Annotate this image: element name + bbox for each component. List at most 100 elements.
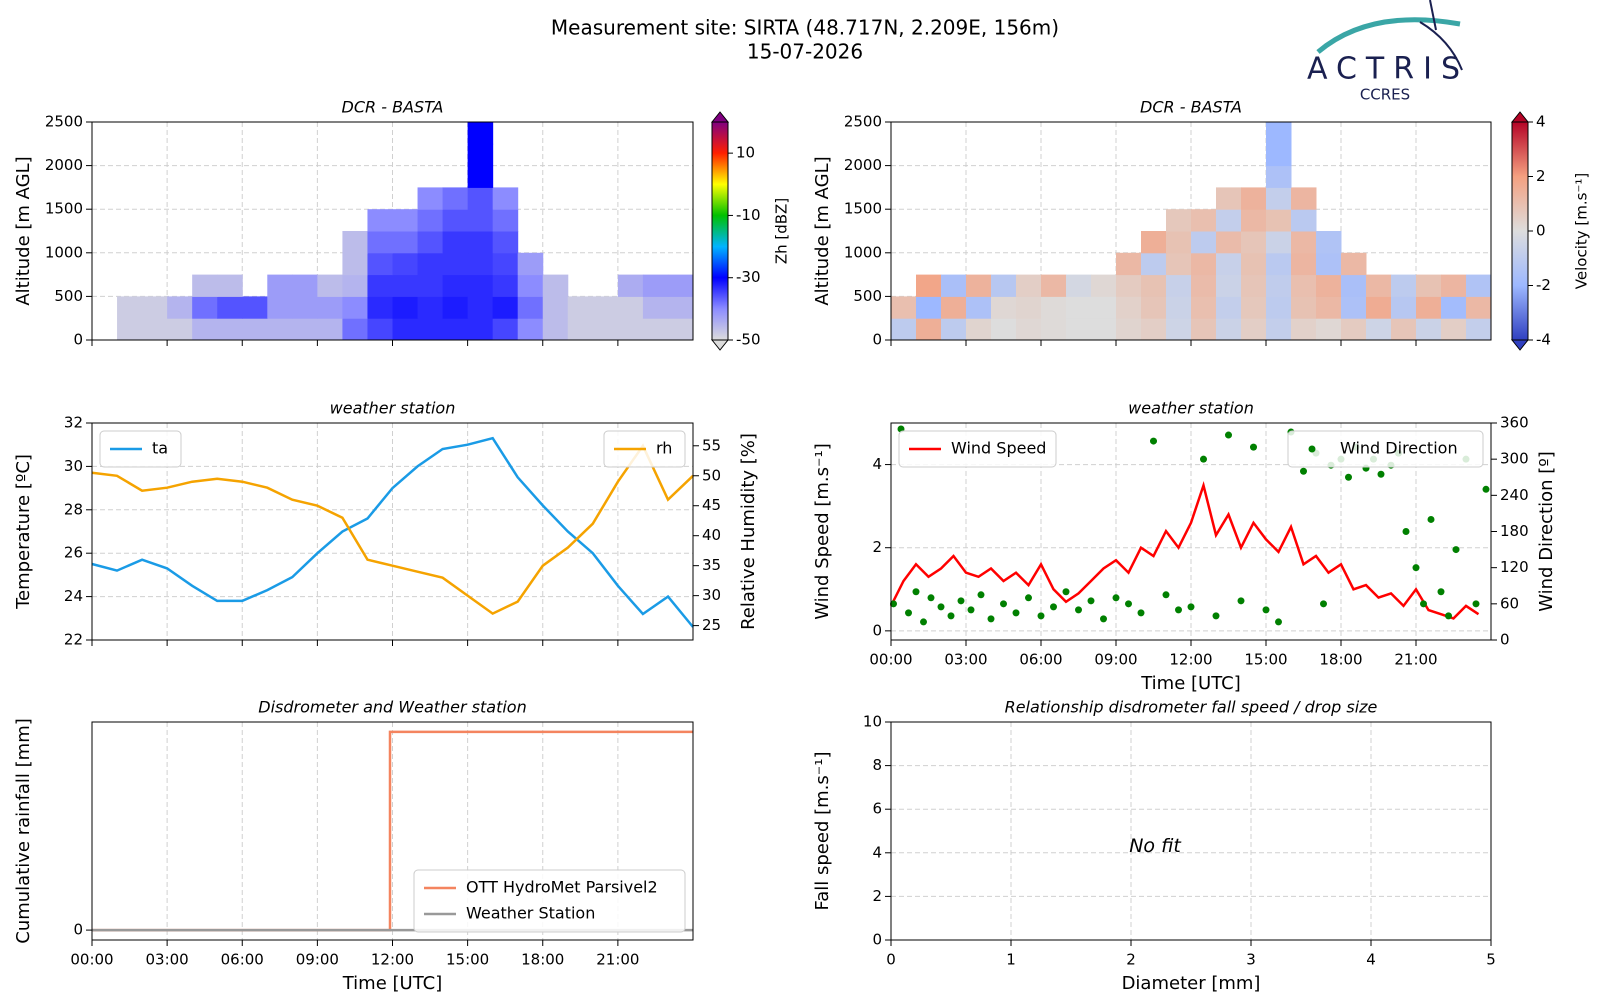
heat-cell bbox=[1291, 187, 1317, 210]
heat-cell bbox=[667, 296, 694, 319]
heat-cell bbox=[1166, 274, 1192, 297]
panel-title: DCR - BASTA bbox=[1140, 98, 1242, 117]
x-tick-label: 0 bbox=[886, 951, 896, 969]
heat-cell bbox=[1216, 318, 1242, 341]
heat-cell bbox=[242, 296, 268, 319]
plot-frame bbox=[890, 721, 1492, 941]
heat-cell bbox=[467, 165, 494, 188]
direction-point bbox=[1345, 473, 1352, 481]
heat-cell bbox=[317, 274, 343, 297]
heat-cell bbox=[1191, 231, 1217, 254]
direction-point bbox=[1250, 443, 1257, 451]
heat-cell bbox=[1416, 318, 1442, 341]
panel-title: DCR - BASTA bbox=[342, 98, 444, 117]
y-axis-label: Altitude [m AGL] bbox=[812, 156, 833, 305]
y-axis-label: Wind Speed [m.s⁻¹] bbox=[812, 443, 833, 620]
y-tick-label: 2000 bbox=[45, 156, 83, 174]
direction-point bbox=[905, 609, 912, 617]
direction-point bbox=[1200, 455, 1207, 463]
heat-cell bbox=[1191, 318, 1217, 341]
x-tick-label: 3 bbox=[1246, 951, 1256, 969]
heat-cell bbox=[267, 318, 293, 341]
heat-cell bbox=[167, 296, 193, 319]
heat-cell bbox=[367, 296, 393, 319]
figure-title: Measurement site: SIRTA (48.717N, 2.209E… bbox=[551, 16, 1059, 40]
direction-point bbox=[1050, 603, 1057, 611]
direction-point bbox=[957, 597, 965, 605]
x-tick-label: 18:00 bbox=[521, 951, 564, 969]
direction-point bbox=[1012, 609, 1020, 617]
heat-cell bbox=[1291, 209, 1317, 232]
x-tick-label: 21:00 bbox=[1394, 651, 1437, 669]
direction-point bbox=[987, 615, 995, 623]
legend-box bbox=[413, 869, 686, 933]
y-tick-label: 2 bbox=[872, 538, 882, 556]
heat-cell bbox=[1291, 296, 1317, 319]
heat-cell bbox=[367, 318, 393, 341]
heat-cell bbox=[417, 274, 444, 297]
heat-cell bbox=[1216, 187, 1242, 210]
heat-cell bbox=[1216, 252, 1242, 276]
plot-area bbox=[891, 722, 1491, 940]
colorbar-tick-label: -4 bbox=[1536, 331, 1551, 349]
heat-cell bbox=[1141, 274, 1167, 297]
heat-cell bbox=[317, 318, 343, 341]
x-tick-label: 03:00 bbox=[944, 651, 987, 669]
heat-cell bbox=[1341, 318, 1367, 341]
heat-cell bbox=[1391, 274, 1417, 297]
heat-cell bbox=[1441, 318, 1467, 341]
direction-point bbox=[1150, 437, 1157, 445]
heat-cell bbox=[442, 252, 469, 276]
y-axis-label: Temperature [ºC] bbox=[13, 454, 34, 610]
heat-cell bbox=[492, 274, 519, 297]
y2-axis-label: Wind Direction [º] bbox=[1536, 451, 1557, 612]
heat-cell bbox=[1266, 274, 1292, 297]
heat-cell bbox=[1266, 187, 1292, 210]
heat-cell bbox=[1266, 209, 1292, 232]
y-tick-label: 0 bbox=[872, 621, 882, 639]
heat-cell bbox=[1216, 296, 1242, 319]
heat-cell bbox=[966, 318, 992, 341]
heat-cell bbox=[1266, 318, 1292, 341]
colorbar-tick-label: -50 bbox=[736, 331, 761, 349]
direction-point bbox=[1427, 515, 1435, 523]
logo-subname: CCRES bbox=[1360, 86, 1410, 104]
heat-cell bbox=[367, 231, 393, 254]
direction-point bbox=[1087, 597, 1095, 605]
heat-cell bbox=[492, 296, 519, 319]
heat-cell bbox=[1466, 274, 1492, 297]
heat-cell bbox=[442, 187, 469, 210]
panel-title: weather station bbox=[1128, 399, 1254, 418]
heat-cell bbox=[1091, 274, 1117, 297]
heat-cell bbox=[417, 231, 444, 254]
heat-cell bbox=[467, 296, 494, 319]
heat-cell bbox=[1041, 274, 1067, 297]
legend-marker bbox=[1308, 445, 1316, 453]
heat-cell bbox=[1416, 296, 1442, 319]
direction-point bbox=[1412, 564, 1420, 572]
direction-point bbox=[912, 588, 920, 596]
y-tick-label: 2500 bbox=[45, 113, 83, 131]
heat-cell bbox=[1291, 231, 1317, 254]
heat-cell bbox=[567, 296, 594, 319]
direction-point bbox=[1062, 588, 1070, 596]
heat-cell bbox=[1316, 252, 1342, 276]
y-tick-label: 26 bbox=[64, 544, 83, 562]
heat-cell bbox=[242, 318, 268, 341]
x-tick-label: 12:00 bbox=[371, 951, 414, 969]
heat-cell bbox=[1041, 296, 1067, 319]
heat-cell bbox=[517, 274, 544, 297]
y-tick-label: 2 bbox=[872, 887, 882, 905]
heat-cell bbox=[1316, 318, 1342, 341]
colorbar-tick-label: 2 bbox=[1536, 167, 1546, 185]
colorbar-tick-label: -10 bbox=[736, 206, 761, 224]
panel-title: Disdrometer and Weather station bbox=[258, 698, 526, 717]
direction-point bbox=[1420, 600, 1427, 608]
heat-cell bbox=[1291, 274, 1317, 297]
heat-cell bbox=[442, 231, 469, 254]
direction-point bbox=[1320, 600, 1327, 608]
legend-label: rh bbox=[656, 439, 672, 458]
heat-cell bbox=[492, 252, 519, 276]
heat-cell bbox=[1441, 296, 1467, 319]
